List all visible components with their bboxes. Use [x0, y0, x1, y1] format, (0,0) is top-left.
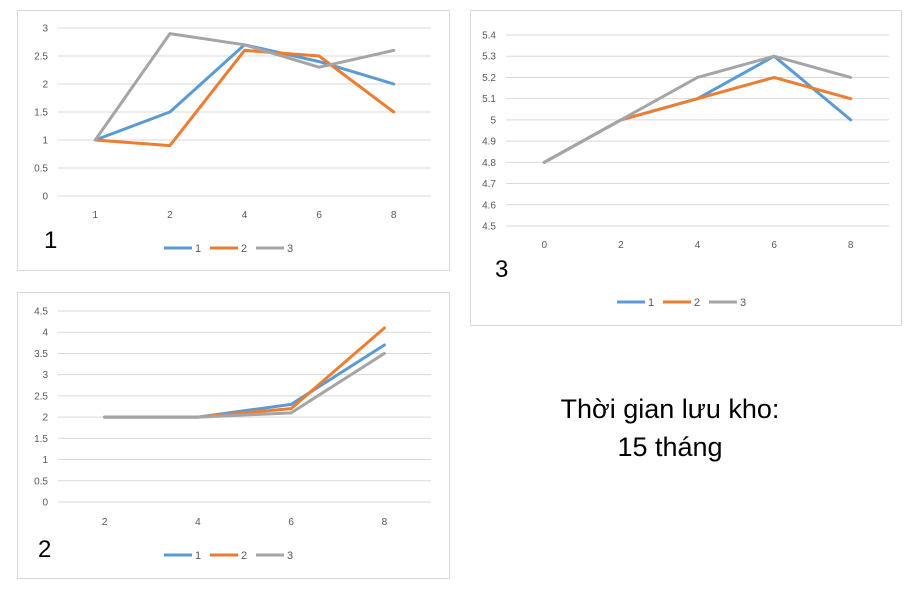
line-chart-3: 4.5 4.6 4.7 4.8 4.9 5 5.1 5.2 5.3 5.4 0 2 4 6 8 1 2 3 [482, 31, 889, 309]
y-tick-label: 4.6 [482, 200, 496, 211]
x-tick-label: 2 [102, 517, 108, 528]
line-chart-2: 0 0.5 1 1.5 2 2.5 3 3.5 4 4.5 2 4 6 8 1 2 3 [34, 307, 431, 562]
chart-number-label: 2 [38, 536, 52, 563]
y-tick-label: 0 [42, 192, 48, 203]
chart-number-label: 3 [495, 256, 509, 283]
y-tick-label: 1.5 [34, 108, 48, 119]
storage-time-label: Thời gian lưu kho: [560, 394, 780, 424]
y-tick-label: 0.5 [34, 476, 48, 487]
x-tick-label: 1 [93, 210, 99, 221]
chart-panel-2: 0 0.5 1 1.5 2 2.5 3 3.5 4 4.5 2 4 6 8 1 2 3 2 [17, 292, 450, 579]
x-tick-label: 4 [195, 517, 201, 528]
series-line-2 [93, 48, 396, 148]
x-tick-label: 6 [288, 517, 294, 528]
y-tick-label: 5.4 [482, 31, 496, 42]
y-tick-label: 1 [42, 455, 48, 466]
chart-panel-1: 0 0.5 1 1.5 2 2.5 3 1 2 4 6 8 1 2 3 1 [17, 10, 450, 271]
y-tick-label: 5.1 [482, 94, 496, 105]
y-tick-label: 4.5 [482, 222, 496, 233]
legend-label: 3 [740, 297, 746, 309]
x-tick-label: 4 [242, 210, 248, 221]
y-tick-label: 2.5 [34, 391, 48, 402]
x-tick-label: 6 [316, 210, 322, 221]
x-tick-label: 2 [618, 240, 624, 251]
chart-number-label: 1 [44, 227, 58, 254]
series-line-3 [93, 32, 396, 142]
y-tick-label: 5 [490, 115, 496, 126]
legend-label: 1 [195, 550, 201, 562]
legend-label: 1 [195, 243, 201, 255]
legend-label: 3 [287, 550, 293, 562]
storage-time-caption: Thời gian lưu kho: 15 tháng [520, 390, 820, 466]
y-tick-label: 3 [42, 370, 48, 381]
y-tick-label: 4.7 [482, 179, 496, 190]
x-tick-label: 8 [391, 210, 397, 221]
x-tick-label: 8 [382, 517, 388, 528]
y-tick-label: 2 [42, 80, 48, 91]
chart-panel-3: 4.5 4.6 4.7 4.8 4.9 5 5.1 5.2 5.3 5.4 0 2 4 6 8 1 2 3 3 [470, 10, 902, 326]
y-tick-label: 3 [42, 24, 48, 35]
x-tick-label: 8 [848, 240, 854, 251]
legend-label: 3 [287, 243, 293, 255]
y-tick-label: 5.3 [482, 52, 496, 63]
y-tick-label: 4.8 [482, 158, 496, 169]
series-line-1 [542, 54, 853, 164]
y-tick-label: 4.5 [34, 307, 48, 318]
y-tick-label: 4 [42, 328, 48, 339]
y-tick-label: 2 [42, 413, 48, 424]
y-tick-label: 5.2 [482, 73, 496, 84]
x-tick-label: 2 [167, 210, 173, 221]
y-tick-label: 0.5 [34, 164, 48, 175]
storage-time-value: 15 tháng [617, 432, 723, 462]
series-line-3 [542, 54, 853, 164]
x-tick-label: 4 [695, 240, 701, 251]
y-tick-label: 1 [42, 136, 48, 147]
y-tick-label: 4.9 [482, 137, 496, 148]
legend-label: 2 [241, 550, 247, 562]
y-tick-label: 1.5 [34, 434, 48, 445]
x-tick-label: 6 [771, 240, 777, 251]
line-chart-1: 0 0.5 1 1.5 2 2.5 3 1 2 4 6 8 1 2 3 [34, 24, 431, 255]
legend-label: 2 [694, 297, 700, 309]
legend-label: 1 [648, 297, 654, 309]
y-tick-label: 0 [42, 498, 48, 509]
legend-label: 2 [241, 243, 247, 255]
y-tick-label: 2.5 [34, 52, 48, 63]
series-line-3 [103, 351, 386, 419]
y-tick-label: 3.5 [34, 349, 48, 360]
x-tick-label: 0 [542, 240, 548, 251]
